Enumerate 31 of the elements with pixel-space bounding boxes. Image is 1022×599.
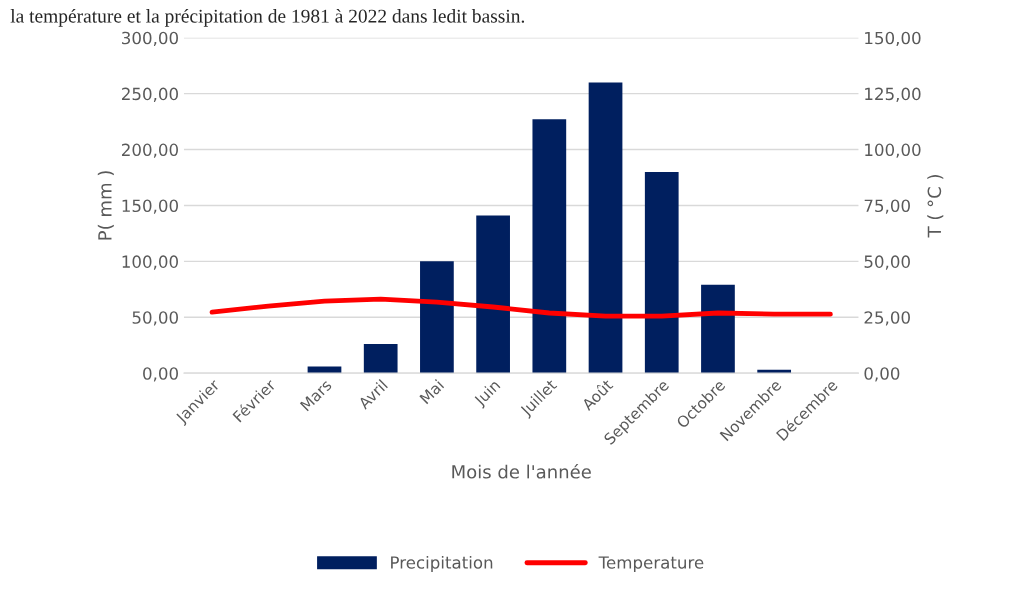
y2-tick-label: 100,00 [865,143,921,158]
text: la température et la précipitation de 1981 à 2022 dans ledit bassin. [10,8,525,27]
y-tick-label: 300,00 [122,31,178,47]
y2-tick-label: 125,00 [865,87,921,102]
bar [363,344,398,374]
y-tick-label: 50,00 [132,311,178,326]
line-series [209,296,833,319]
y2-axis-title: T ( °C ) [927,175,944,238]
y2-tick-label: 50,00 [864,255,910,270]
bar [701,284,735,374]
bar [644,171,679,374]
bar [532,119,567,374]
bar [476,215,510,374]
bar [757,369,792,374]
bar [588,82,623,374]
y-tick-label: 100,00 [122,255,178,270]
y-tick-label: 150,00 [122,199,178,214]
y2-tick-label: 25,00 [864,311,910,326]
bar [420,261,454,374]
x-tick-label: Mai [419,379,445,405]
x-axis-title: Mois de l'année [452,463,591,479]
y2-tick-label: 0,00 [864,367,900,382]
legend-label: Temperature [598,556,704,573]
y-tick-label: 200,00 [122,143,178,158]
y2-tick-label: 75,00 [864,199,910,214]
bar [307,366,342,374]
y-axis-title: P( mm ) [97,171,114,240]
y-tick-label: 250,00 [122,87,178,102]
y2-tick-label: 150,00 [865,31,921,47]
y-tick-label: 0,00 [143,367,178,382]
legend-label: Precipitation [391,555,493,573]
